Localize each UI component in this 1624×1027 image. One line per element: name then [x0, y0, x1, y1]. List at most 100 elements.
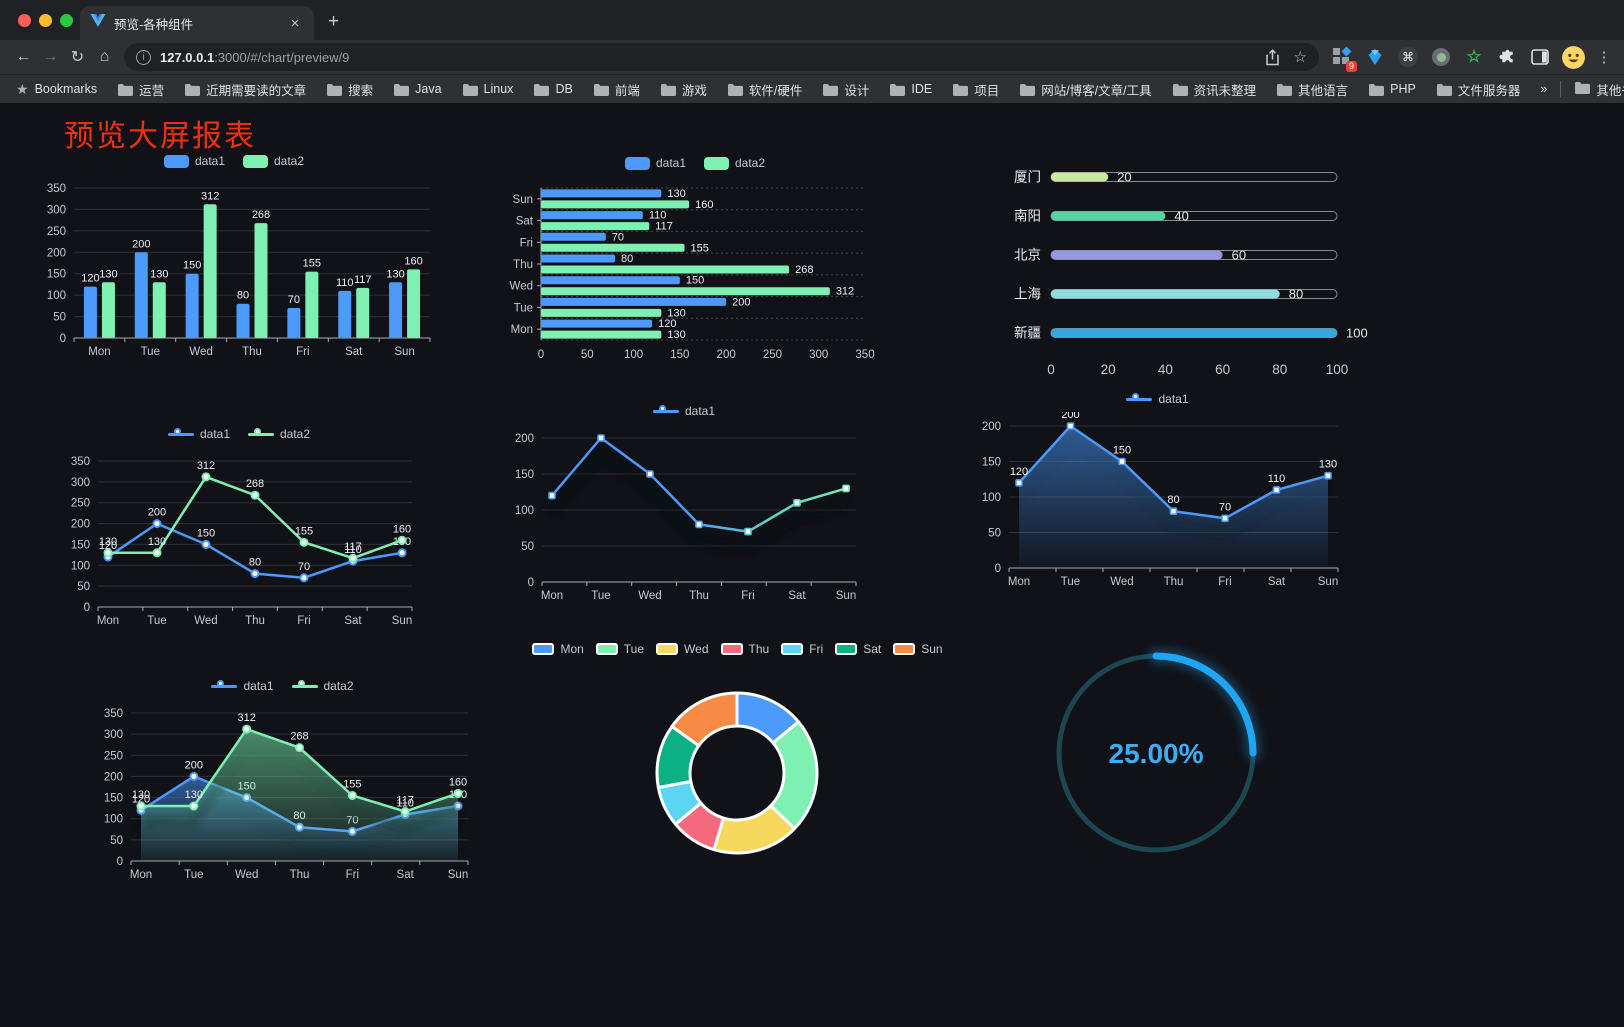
chart-canvas[interactable]: 厦门 20 南阳 40 北京 60 上海 80 新疆 100 0 20 40 60 80 100 [985, 155, 1375, 395]
other-bookmarks-folder[interactable]: 其他书签 [1574, 80, 1624, 99]
svg-text:110: 110 [336, 277, 354, 289]
window-controls [18, 14, 73, 27]
url-text[interactable]: 127.0.0.1:3000/#/chart/preview/9 [160, 49, 350, 65]
bookmarks-items: 运营 近期需要读的文章 搜索 Java Linux DB 前端 游戏 软件/硬件 设计 IDE 项目 网… [117, 80, 1520, 99]
chart-canvas[interactable] [545, 662, 930, 916]
svg-text:70: 70 [288, 294, 300, 306]
svg-text:150: 150 [982, 457, 1001, 469]
address-bar[interactable]: i 127.0.0.1:3000/#/chart/preview/9 ☆ [124, 43, 1319, 71]
bookmark-item[interactable]: 设计 [822, 80, 869, 99]
chart-legend: Mon Tue Wed Thu Fri Sat Sun [532, 636, 943, 662]
legend-item[interactable]: Wed [656, 642, 709, 656]
bookmark-star-icon[interactable]: ☆ [1293, 49, 1307, 66]
chart-canvas[interactable]: 0 50 100 150 200 Mon Tue Wed Thu Fri Sat Sun [498, 424, 870, 614]
extensions-puzzle-icon[interactable] [1496, 46, 1518, 68]
legend-item[interactable]: data1 [211, 679, 274, 693]
back-button[interactable]: ← [15, 48, 32, 65]
bookmark-item[interactable]: IDE [889, 80, 932, 99]
page-content: 预览大屏报表 data1 data2 0 50 100 150 200 250 300 350 Mo… [0, 103, 1624, 1027]
chart-horizontal-bar[interactable]: data1 data2 0 50 100 150 200 250 300 350 Sun 130 160… [495, 150, 895, 372]
share-icon[interactable] [1265, 48, 1280, 66]
extension-record-icon[interactable] [1430, 46, 1452, 68]
svg-text:130: 130 [185, 789, 203, 801]
forward-button[interactable]: → [42, 48, 59, 65]
svg-text:Sun: Sun [513, 194, 533, 206]
svg-text:Sun: Sun [448, 869, 468, 881]
legend-item[interactable]: Fri [781, 642, 823, 656]
window-zoom-button[interactable] [60, 14, 73, 27]
chart-donut[interactable]: Mon Tue Wed Thu Fri Sat Sun [532, 636, 943, 916]
svg-text:Mon: Mon [97, 615, 119, 627]
bookmark-item[interactable]: 软件/硬件 [727, 80, 802, 99]
chart-legend: data1 data2 [54, 421, 424, 447]
chart-canvas[interactable]: 0 50 100 150 200 250 300 350 Mon Tue Wed Thu Fri Sat S… [54, 447, 424, 639]
svg-text:0: 0 [538, 349, 544, 361]
bookmark-item[interactable]: Linux [462, 80, 513, 99]
legend-item[interactable]: data1 [1126, 392, 1189, 406]
svg-text:上海: 上海 [1014, 287, 1041, 302]
legend-item[interactable]: Mon [532, 642, 584, 656]
new-tab-button[interactable]: + [328, 11, 340, 32]
bookmark-item[interactable]: 其他语言 [1276, 80, 1348, 99]
legend-item[interactable]: data2 [248, 427, 310, 441]
svg-text:厦门: 厦门 [1014, 170, 1041, 185]
svg-text:100: 100 [515, 505, 534, 517]
bookmark-item[interactable]: 网站/博客/文章/工具 [1019, 80, 1152, 99]
bookmark-item[interactable]: 搜索 [326, 80, 373, 99]
chart-line-gradient[interactable]: data1 0 50 100 150 200 Mon Tue Wed Thu Fri Sat Sun [498, 398, 870, 614]
bookmarks-overflow-button[interactable]: » [1540, 82, 1548, 96]
legend-item[interactable]: data2 [243, 154, 304, 168]
legend-item[interactable]: Tue [595, 642, 644, 656]
bookmark-item[interactable]: 近期需要读的文章 [184, 80, 306, 99]
extension-command-icon[interactable]: ⌘ [1397, 46, 1419, 68]
menu-icon[interactable]: ⋮ [1596, 49, 1612, 66]
chart-gauge[interactable]: 25.00% [1038, 631, 1278, 883]
bookmarks-root[interactable]: ★ Bookmarks [16, 81, 97, 98]
tab-favicon-icon [90, 13, 106, 33]
window-minimize-button[interactable] [39, 14, 52, 27]
chart-line-two-series[interactable]: data1 data2 0 50 100 150 200 250 300 350 Mon Tue Wed… [54, 421, 424, 639]
side-panel-icon[interactable] [1529, 46, 1551, 68]
legend-item[interactable]: Sat [835, 642, 881, 656]
extension-star-icon[interactable]: ☆ [1466, 47, 1482, 66]
legend-item[interactable]: data1 [624, 156, 686, 170]
profile-avatar[interactable] [1562, 45, 1585, 69]
chart-canvas[interactable]: 0 50 100 150 200 250 300 350 Mon Tue Wed Thu Fri Sat S… [85, 699, 480, 893]
chart-canvas[interactable]: 0 50 100 150 200 Mon Tue Wed Thu Fri Sat Sun 120 200 1… [965, 412, 1350, 600]
legend-item[interactable]: Thu [720, 642, 769, 656]
bookmark-item[interactable]: 项目 [952, 80, 999, 99]
extension-blocks-icon[interactable]: 9 [1331, 46, 1357, 72]
bookmark-item[interactable]: DB [533, 80, 573, 99]
svg-text:300: 300 [71, 477, 90, 489]
svg-text:160: 160 [404, 255, 422, 267]
legend-item[interactable]: data1 [163, 154, 225, 168]
legend-item[interactable]: Sun [893, 642, 943, 656]
chart-area-two-series[interactable]: data1 data2 0 50 100 150 200 250 300 350 Mon Tue Wed… [85, 673, 480, 893]
bookmark-item[interactable]: Java [393, 80, 442, 99]
legend-item[interactable]: data1 [652, 404, 715, 418]
chart-grouped-bar[interactable]: data1 data2 0 50 100 150 200 250 300 350 Mon Tue Wed… [28, 148, 440, 370]
legend-item[interactable]: data2 [704, 156, 765, 170]
chart-canvas[interactable]: 0 50 100 150 200 250 300 350 Mon Tue Wed Thu Fri Sat S… [28, 174, 440, 370]
chart-progress-bars[interactable]: 厦门 20 南阳 40 北京 60 上海 80 新疆 100 0 20 40 60 80 100 [985, 155, 1375, 395]
legend-item[interactable]: data1 [167, 427, 230, 441]
bookmark-item[interactable]: 运营 [117, 80, 164, 99]
legend-item[interactable]: data2 [291, 679, 354, 693]
bookmark-item[interactable]: 前端 [593, 80, 640, 99]
bookmark-item[interactable]: PHP [1368, 80, 1416, 99]
home-button[interactable]: ⌂ [99, 48, 110, 65]
chart-canvas[interactable]: 25.00% [1038, 631, 1278, 883]
svg-text:80: 80 [1272, 362, 1287, 377]
chart-area-single[interactable]: data1 0 50 100 150 200 Mon Tue Wed Thu Fri Sat Sun 12… [965, 386, 1350, 600]
site-info-icon[interactable]: i [136, 49, 151, 65]
svg-text:312: 312 [197, 460, 215, 472]
tab-close-icon[interactable]: × [290, 14, 300, 32]
reload-button[interactable]: ↻ [70, 49, 85, 66]
bookmark-item[interactable]: 游戏 [660, 80, 707, 99]
browser-tab[interactable]: 预览-各种组件 × [80, 6, 314, 40]
bookmark-item[interactable]: 资讯未整理 [1172, 80, 1256, 99]
extension-gem-icon[interactable] [1364, 46, 1386, 68]
window-close-button[interactable] [18, 14, 31, 27]
bookmark-item[interactable]: 文件服务器 [1436, 80, 1520, 99]
